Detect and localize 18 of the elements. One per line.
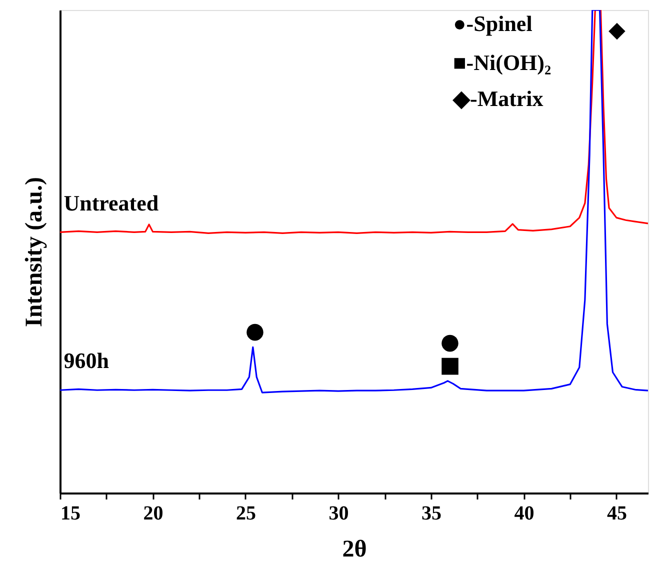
x-tick-label: 40 [514, 502, 534, 524]
series-label: 960h [64, 348, 109, 374]
annotation: ◆ [608, 18, 626, 43]
series-label: Untreated [64, 190, 159, 216]
x-tick-label: 15 [60, 502, 80, 524]
x-tick-label: 35 [421, 502, 442, 524]
annotation: ●-Spinel [453, 11, 532, 36]
x-tick-label: 25 [236, 502, 256, 524]
annotation: ◆-Matrix [452, 86, 544, 111]
x-tick-label: 20 [143, 502, 164, 524]
x-axis-title: 2θ [342, 536, 367, 562]
y-axis-title: Intensity (a.u.) [22, 176, 48, 328]
x-tick-label: 30 [328, 502, 349, 524]
annotation: ● [440, 330, 460, 355]
annotation: ● [245, 319, 265, 344]
annotation: ■ [440, 353, 460, 378]
annotation: ■-Ni(OH)₂ [453, 50, 552, 75]
x-tick-label: 45 [606, 502, 627, 524]
